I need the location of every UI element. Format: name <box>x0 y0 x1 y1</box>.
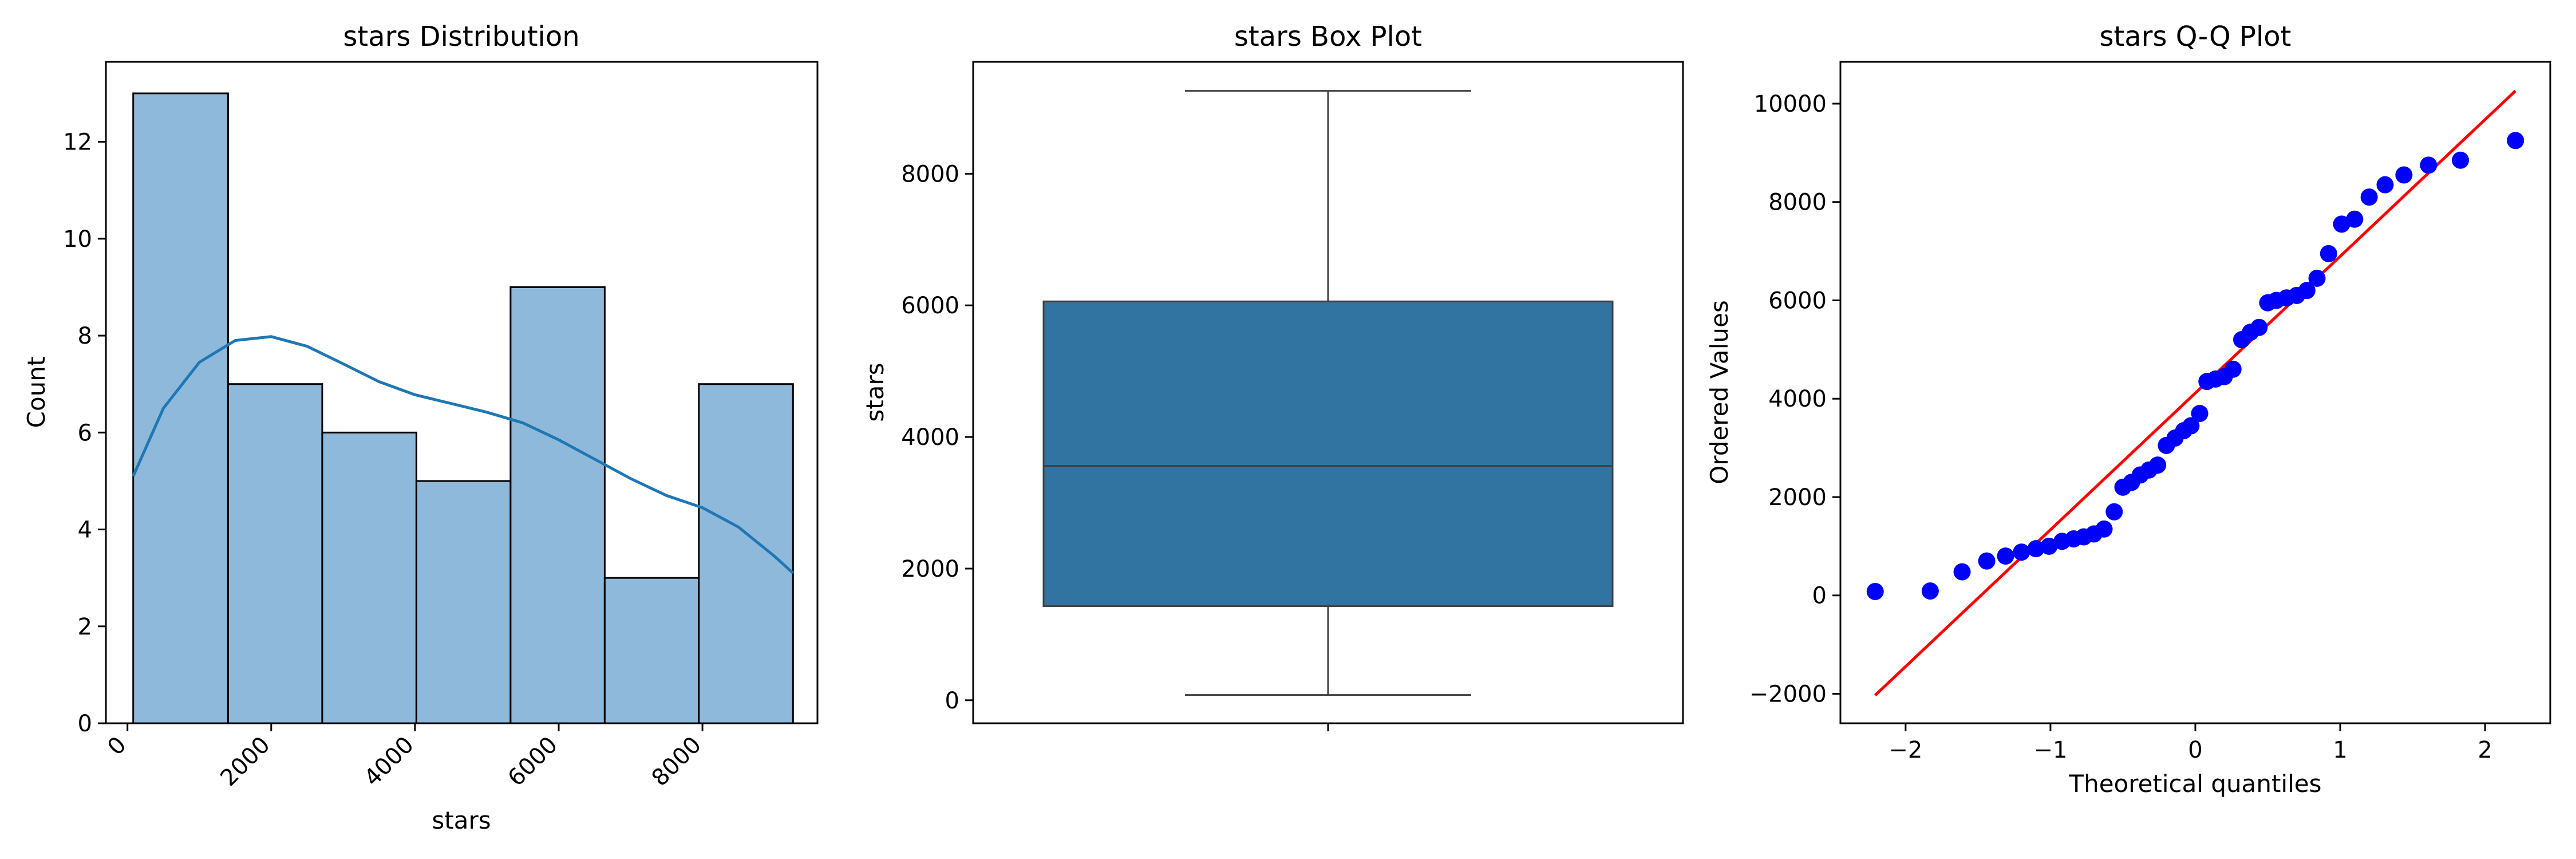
y-tick-label: 2000 <box>1768 484 1827 511</box>
qq-point <box>2149 456 2167 474</box>
qq-panel: stars Q-Q Plot −2 −1 0 1 2 −2000 0 2000 4000 600… <box>1705 21 2551 798</box>
qq-point <box>2360 188 2378 206</box>
histogram-title: stars Distribution <box>343 21 579 53</box>
y-tick-label: 8 <box>78 323 92 349</box>
histogram-axes-frame <box>105 61 819 724</box>
x-tick-label: 6000 <box>503 732 563 792</box>
x-tick-label: 0 <box>102 732 132 761</box>
qq-fit-line <box>1874 89 2516 696</box>
qq-xlabel: Theoretical quantiles <box>2068 770 2321 798</box>
qq-points <box>1866 132 2524 600</box>
y-tick-label: 0 <box>945 688 959 714</box>
x-axis-ticks: 0 2000 4000 6000 8000 <box>102 723 706 791</box>
x-tick-label: −2 <box>1888 737 1922 763</box>
y-tick-label: 10 <box>63 226 92 253</box>
qq-point <box>2507 132 2524 149</box>
y-axis-ticks: 0 2 4 6 8 10 12 <box>63 129 106 737</box>
x-tick-label: 2 <box>2478 737 2492 763</box>
y-axis-ticks: 0 2000 4000 6000 8000 <box>901 161 973 714</box>
y-tick-label: −2000 <box>1749 681 1827 707</box>
qq-point <box>2333 215 2350 233</box>
qq-point <box>2376 176 2394 194</box>
y-tick-label: 6000 <box>901 293 959 319</box>
qq-point <box>2346 210 2364 228</box>
y-tick-label: 6000 <box>1768 287 1827 314</box>
histogram-bar <box>603 577 700 724</box>
histogram-bar <box>415 480 512 724</box>
qq-point <box>1921 582 1939 600</box>
qq-axes-frame <box>1839 61 2551 724</box>
qq-point <box>2105 503 2123 521</box>
y-tick-label: 4000 <box>901 424 959 451</box>
qq-ylabel: Ordered Values <box>1705 300 1733 484</box>
y-tick-label: 2000 <box>901 556 959 582</box>
y-tick-label: 10000 <box>1754 91 1827 117</box>
x-tick-label: 1 <box>2333 737 2347 763</box>
y-tick-label: 4 <box>78 517 92 543</box>
qq-point <box>1978 552 1996 570</box>
histogram-bar <box>698 383 794 724</box>
boxplot-ylabel: stars <box>861 362 889 421</box>
y-tick-label: 8000 <box>1768 190 1827 216</box>
qq-point <box>2420 156 2437 174</box>
qq-point <box>2250 318 2268 336</box>
y-tick-label: 0 <box>78 711 92 737</box>
qq-point <box>1953 563 1971 581</box>
qq-point <box>2224 360 2242 378</box>
qq-point <box>2452 151 2470 169</box>
x-tick-label: 4000 <box>359 732 419 792</box>
y-tick-label: 2 <box>78 614 92 640</box>
qq-point <box>2191 404 2208 422</box>
y-tick-label: 12 <box>63 129 92 156</box>
qq-point <box>1997 547 2014 565</box>
x-tick-label: 8000 <box>647 732 707 792</box>
kde-curve <box>132 335 794 574</box>
x-tick-label: 0 <box>2188 737 2202 763</box>
qq-point <box>2013 543 2030 561</box>
qq-point <box>2095 520 2113 538</box>
qq-point <box>2182 417 2200 435</box>
histogram-bar <box>321 431 417 724</box>
boxplot-panel: stars Box Plot 0 2000 4000 6000 8000 stars <box>861 21 1684 731</box>
y-tick-label: 6 <box>78 420 92 446</box>
qq-point <box>2320 245 2337 262</box>
iqr-box <box>1042 300 1614 607</box>
qq-point <box>2395 166 2413 184</box>
x-axis-ticks: −2 −1 0 1 2 <box>1888 723 2492 763</box>
boxplot-axes-frame <box>972 61 1684 724</box>
y-tick-label: 8000 <box>901 161 959 187</box>
histogram-xlabel: stars <box>432 806 491 834</box>
qq-point <box>2298 282 2316 300</box>
histogram-bar <box>227 383 323 724</box>
qq-point <box>2027 540 2045 558</box>
y-tick-label: 0 <box>1812 583 1827 609</box>
qq-title: stars Q-Q Plot <box>2100 21 2291 53</box>
y-axis-ticks: −2000 0 2000 4000 6000 8000 10000 <box>1749 91 1840 707</box>
qq-point <box>2040 537 2058 555</box>
box-elements <box>1042 90 1614 696</box>
x-tick-label: −1 <box>2033 737 2067 763</box>
x-tick-label: 2000 <box>215 732 275 792</box>
histogram-bar <box>132 92 229 724</box>
histogram-panel: stars Distribution 0 2000 4000 6000 8000 0 2 4… <box>22 21 819 834</box>
histogram-ylabel: Count <box>22 357 50 428</box>
qq-point <box>1866 582 1884 600</box>
histogram-bars <box>132 92 794 724</box>
boxplot-title: stars Box Plot <box>1234 21 1422 53</box>
qq-point <box>2308 269 2326 287</box>
y-tick-label: 4000 <box>1768 386 1827 412</box>
histogram-bar <box>509 286 606 724</box>
